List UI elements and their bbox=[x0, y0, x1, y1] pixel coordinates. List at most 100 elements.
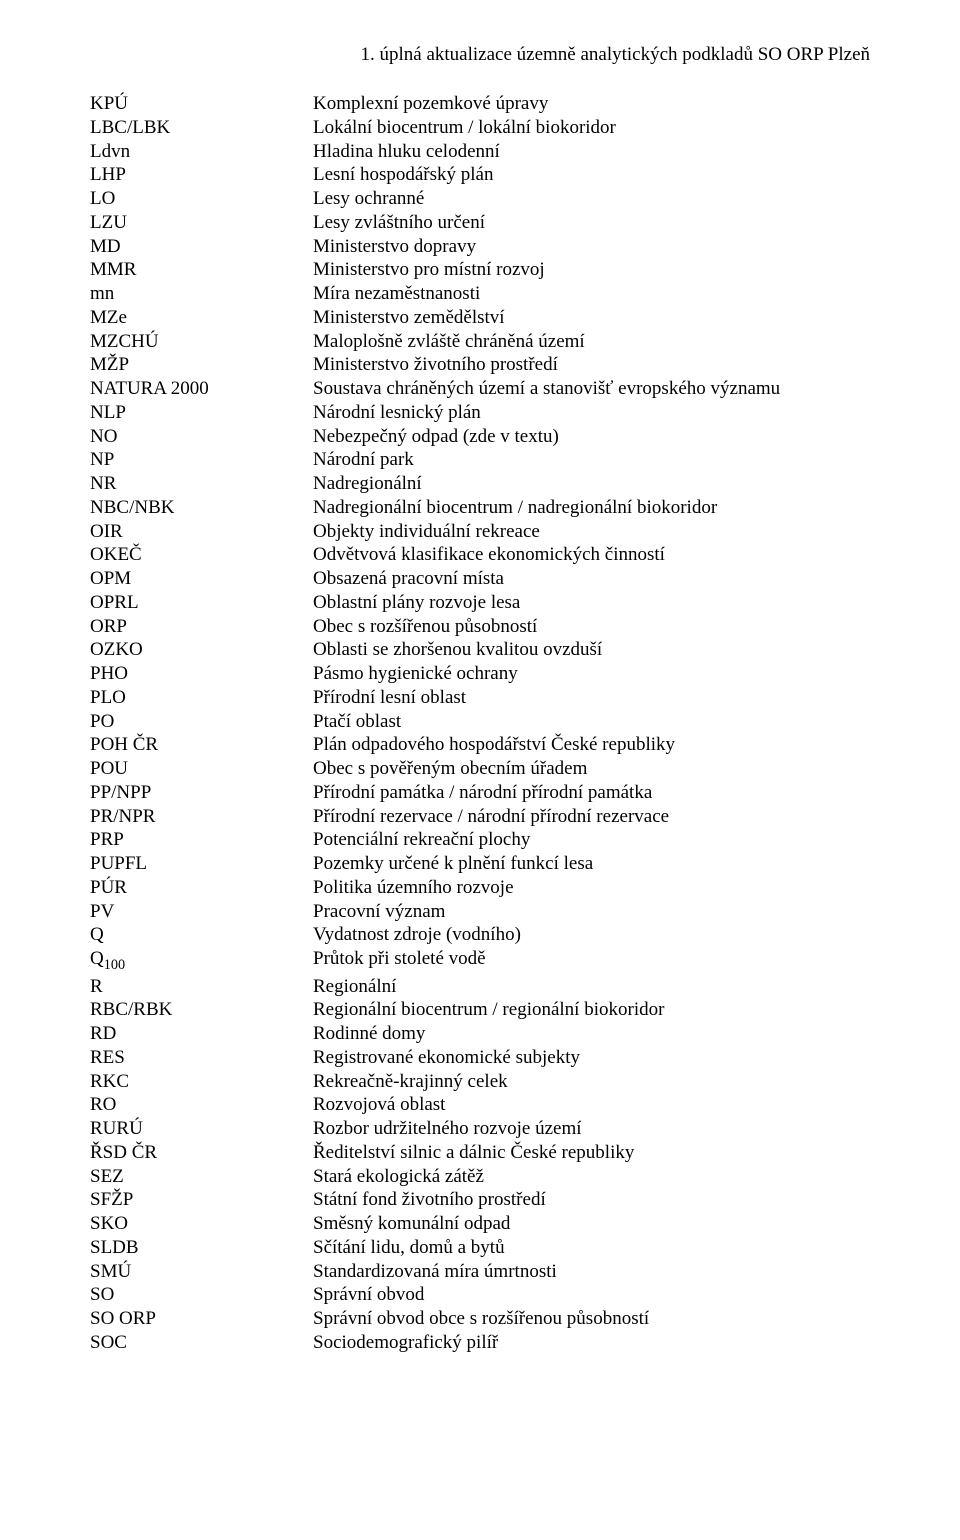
abbr-definition: Národní park bbox=[313, 448, 870, 472]
abbr-entry: mnMíra nezaměstnanosti bbox=[90, 282, 870, 306]
abbr-definition: Nadregionální bbox=[313, 472, 870, 496]
abbr-entry: RRegionální bbox=[90, 975, 870, 999]
abbr-term: Q100 bbox=[90, 947, 313, 975]
abbr-definition: Přírodní lesní oblast bbox=[313, 686, 870, 710]
abbr-definition: Směsný komunální odpad bbox=[313, 1212, 870, 1236]
abbr-term: SLDB bbox=[90, 1236, 313, 1260]
abbr-entry: PÚRPolitika územního rozvoje bbox=[90, 876, 870, 900]
abbr-definition: Lokální biocentrum / lokální biokoridor bbox=[313, 116, 870, 140]
abbr-definition: Oblastní plány rozvoje lesa bbox=[313, 591, 870, 615]
abbr-term: SFŽP bbox=[90, 1188, 313, 1212]
abbr-definition: Lesy zvláštního určení bbox=[313, 211, 870, 235]
abbr-term: MZe bbox=[90, 306, 313, 330]
abbr-definition: Regionální bbox=[313, 975, 870, 999]
abbr-term: NP bbox=[90, 448, 313, 472]
abbr-definition: Pásmo hygienické ochrany bbox=[313, 662, 870, 686]
abbr-entry: RDRodinné domy bbox=[90, 1022, 870, 1046]
abbr-term: RBC/RBK bbox=[90, 998, 313, 1022]
abbr-definition: Odvětvová klasifikace ekonomických činno… bbox=[313, 543, 870, 567]
abbr-definition: Objekty individuální rekreace bbox=[313, 520, 870, 544]
abbr-entry: NPNárodní park bbox=[90, 448, 870, 472]
abbr-entry: SMÚStandardizovaná míra úmrtnosti bbox=[90, 1260, 870, 1284]
abbr-entry: POH ČRPlán odpadového hospodářství České… bbox=[90, 733, 870, 757]
abbr-entry: SKOSměsný komunální odpad bbox=[90, 1212, 870, 1236]
abbr-definition: Ministerstvo pro místní rozvoj bbox=[313, 258, 870, 282]
abbr-term: SO ORP bbox=[90, 1307, 313, 1331]
abbreviation-list: KPÚKomplexní pozemkové úpravyLBC/LBKLoká… bbox=[90, 92, 870, 1355]
abbr-definition: Ministerstvo zemědělství bbox=[313, 306, 870, 330]
abbr-term: ORP bbox=[90, 615, 313, 639]
abbr-term: OPRL bbox=[90, 591, 313, 615]
abbr-entry: PHOPásmo hygienické ochrany bbox=[90, 662, 870, 686]
abbr-term: MZCHÚ bbox=[90, 330, 313, 354]
abbr-term: LZU bbox=[90, 211, 313, 235]
abbr-term: PR/NPR bbox=[90, 805, 313, 829]
abbr-entry: OIRObjekty individuální rekreace bbox=[90, 520, 870, 544]
abbr-term: PUPFL bbox=[90, 852, 313, 876]
abbr-term: PHO bbox=[90, 662, 313, 686]
abbr-term: RES bbox=[90, 1046, 313, 1070]
abbr-entry: Q100Průtok při stoleté vodě bbox=[90, 947, 870, 975]
abbr-entry: LHPLesní hospodářský plán bbox=[90, 163, 870, 187]
abbr-term: SKO bbox=[90, 1212, 313, 1236]
abbr-definition: Rozvojová oblast bbox=[313, 1093, 870, 1117]
abbr-entry: PR/NPRPřírodní rezervace / národní příro… bbox=[90, 805, 870, 829]
abbr-entry: OPRLOblastní plány rozvoje lesa bbox=[90, 591, 870, 615]
abbr-definition: Přírodní rezervace / národní přírodní re… bbox=[313, 805, 870, 829]
abbr-term: POU bbox=[90, 757, 313, 781]
abbr-definition: Ministerstvo dopravy bbox=[313, 235, 870, 259]
abbr-definition: Registrované ekonomické subjekty bbox=[313, 1046, 870, 1070]
abbr-definition: Průtok při stoleté vodě bbox=[313, 947, 870, 971]
abbr-entry: SOSprávní obvod bbox=[90, 1283, 870, 1307]
abbr-entry: MMRMinisterstvo pro místní rozvoj bbox=[90, 258, 870, 282]
abbr-term: MMR bbox=[90, 258, 313, 282]
abbr-term: NBC/NBK bbox=[90, 496, 313, 520]
abbr-definition: Lesy ochranné bbox=[313, 187, 870, 211]
abbr-definition: Maloplošně zvláště chráněná území bbox=[313, 330, 870, 354]
abbr-entry: OKEČOdvětvová klasifikace ekonomických č… bbox=[90, 543, 870, 567]
abbr-entry: RURÚRozbor udržitelného rozvoje území bbox=[90, 1117, 870, 1141]
abbr-term: NR bbox=[90, 472, 313, 496]
abbr-entry: MZCHÚMaloplošně zvláště chráněná území bbox=[90, 330, 870, 354]
abbr-term: Ldvn bbox=[90, 140, 313, 164]
abbr-definition: Potenciální rekreační plochy bbox=[313, 828, 870, 852]
abbr-term: PÚR bbox=[90, 876, 313, 900]
abbr-definition: Plán odpadového hospodářství České repub… bbox=[313, 733, 870, 757]
abbr-entry: LBC/LBKLokální biocentrum / lokální biok… bbox=[90, 116, 870, 140]
abbr-term: POH ČR bbox=[90, 733, 313, 757]
abbr-entry: RKCRekreačně-krajinný celek bbox=[90, 1070, 870, 1094]
abbr-entry: RBC/RBKRegionální biocentrum / regionáln… bbox=[90, 998, 870, 1022]
abbr-definition: Obsazená pracovní místa bbox=[313, 567, 870, 591]
abbr-entry: LZULesy zvláštního určení bbox=[90, 211, 870, 235]
abbr-entry: RORozvojová oblast bbox=[90, 1093, 870, 1117]
abbr-entry: NRNadregionální bbox=[90, 472, 870, 496]
abbr-term: LHP bbox=[90, 163, 313, 187]
abbr-entry: SO ORPSprávní obvod obce s rozšířenou pů… bbox=[90, 1307, 870, 1331]
abbr-entry: MDMinisterstvo dopravy bbox=[90, 235, 870, 259]
abbr-definition: Sociodemografický pilíř bbox=[313, 1331, 870, 1355]
abbr-term: RKC bbox=[90, 1070, 313, 1094]
abbr-term: NLP bbox=[90, 401, 313, 425]
abbr-term: PRP bbox=[90, 828, 313, 852]
abbr-definition: Správní obvod obce s rozšířenou působnos… bbox=[313, 1307, 870, 1331]
abbr-definition: Nebezpečný odpad (zde v textu) bbox=[313, 425, 870, 449]
abbr-term: Q bbox=[90, 923, 313, 947]
abbr-entry: SFŽPStátní fond životního prostředí bbox=[90, 1188, 870, 1212]
abbr-term: KPÚ bbox=[90, 92, 313, 116]
abbr-term: ŘSD ČR bbox=[90, 1141, 313, 1165]
abbr-definition: Obec s pověřeným obecním úřadem bbox=[313, 757, 870, 781]
abbr-definition: Ředitelství silnic a dálnic České republ… bbox=[313, 1141, 870, 1165]
abbr-definition: Regionální biocentrum / regionální bioko… bbox=[313, 998, 870, 1022]
abbr-term: PP/NPP bbox=[90, 781, 313, 805]
abbr-definition: Národní lesnický plán bbox=[313, 401, 870, 425]
abbr-definition: Oblasti se zhoršenou kvalitou ovzduší bbox=[313, 638, 870, 662]
abbr-entry: OPMObsazená pracovní místa bbox=[90, 567, 870, 591]
abbr-definition: Nadregionální biocentrum / nadregionální… bbox=[313, 496, 870, 520]
abbr-definition: Rozbor udržitelného rozvoje území bbox=[313, 1117, 870, 1141]
abbr-term: SOC bbox=[90, 1331, 313, 1355]
abbr-term: RO bbox=[90, 1093, 313, 1117]
abbr-entry: MŽPMinisterstvo životního prostředí bbox=[90, 353, 870, 377]
page-title: 1. úplná aktualizace územně analytických… bbox=[90, 44, 870, 66]
abbr-entry: NLPNárodní lesnický plán bbox=[90, 401, 870, 425]
page: 1. úplná aktualizace územně analytických… bbox=[0, 0, 960, 1540]
